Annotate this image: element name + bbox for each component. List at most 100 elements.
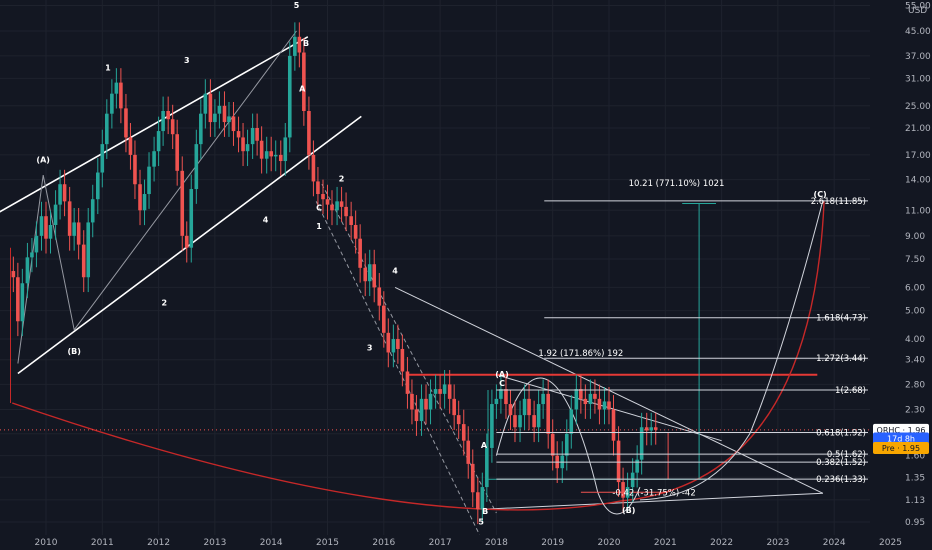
candle-body-57 xyxy=(278,154,283,162)
fib-label-3: 1(2.68) xyxy=(835,386,866,396)
wave-label-w_3a: 3 xyxy=(184,56,190,65)
grid xyxy=(0,0,891,535)
y-tick-label-14: 3.40 xyxy=(905,356,925,366)
candle-body-114 xyxy=(546,393,550,434)
badge-bg-b2 xyxy=(873,432,929,445)
candle-body-126 xyxy=(602,401,607,410)
candle-body-128 xyxy=(611,409,616,441)
candle-body-38 xyxy=(189,189,194,248)
candle-body-72 xyxy=(349,216,353,225)
candle-body-123 xyxy=(588,393,593,405)
candle-body-49 xyxy=(241,137,245,152)
wave-label-w_2a: 2 xyxy=(161,299,167,308)
candle-body-88 xyxy=(424,398,428,410)
candle-body-127 xyxy=(607,401,611,410)
candle-body-10 xyxy=(58,184,62,205)
x-tick-label-7: 2017 xyxy=(429,538,452,548)
drawing-overlays xyxy=(0,30,870,535)
candle-body-58 xyxy=(283,137,288,162)
wave-label-w_Cfut: (C) xyxy=(814,190,827,199)
badge-b2: 17d 8h xyxy=(887,435,915,444)
candle-body-136 xyxy=(649,427,654,431)
candle-body-118 xyxy=(564,433,569,456)
candle-body-64 xyxy=(311,154,316,182)
candle-body-105 xyxy=(504,389,508,405)
y-tick-label-9: 9.00 xyxy=(905,232,925,242)
red-arc xyxy=(11,201,825,511)
measure-m1: 10.21 (771.10%) 1021 xyxy=(629,179,725,189)
candle-body-51 xyxy=(250,127,255,145)
candle-body-100 xyxy=(480,487,485,510)
y-tick-label-12: 5.00 xyxy=(905,307,925,317)
fib-label-7: 0.236(1.33) xyxy=(816,475,866,485)
candle-body-74 xyxy=(358,238,362,268)
candle-body-22 xyxy=(114,82,119,94)
candle-body-0 xyxy=(11,271,16,278)
candle-body-90 xyxy=(433,389,438,394)
candle-body-45 xyxy=(222,105,227,123)
wave-label-w_Acap: (A) xyxy=(495,370,509,379)
candle-body-92 xyxy=(442,384,447,394)
candle-body-111 xyxy=(532,415,536,428)
candle-body-20 xyxy=(105,113,109,145)
candles xyxy=(11,22,658,525)
y-tick-label-21: 0.95 xyxy=(905,518,925,528)
currency-label: USD xyxy=(908,6,927,16)
wave-path-up xyxy=(17,30,297,364)
x-tick-label-0: 2010 xyxy=(35,538,58,548)
wave-label-w_Cc: C xyxy=(499,379,505,388)
candle-body-60 xyxy=(293,36,297,56)
candle-body-133 xyxy=(635,459,639,473)
candle-body-119 xyxy=(569,409,574,434)
candle-body-122 xyxy=(583,398,588,405)
price-axis[interactable]: 55.00 45.00 37.00 31.00 25.00 21.00 17.00 14.00… xyxy=(905,1,931,528)
y-tick-label-15: 2.80 xyxy=(905,380,925,390)
candle-body-71 xyxy=(344,206,348,217)
candle-body-35 xyxy=(175,134,179,171)
candle-body-7 xyxy=(44,216,48,239)
candle-body-48 xyxy=(236,131,241,138)
x-tick-label-14: 2024 xyxy=(823,538,846,548)
candle-body-5 xyxy=(34,235,39,253)
candle-body-97 xyxy=(466,440,471,464)
candle-body-32 xyxy=(161,111,165,132)
x-tick-label-10: 2020 xyxy=(598,538,621,548)
candle-body-33 xyxy=(166,111,170,120)
y-tick-label-16: 2.30 xyxy=(905,405,925,415)
candle-body-81 xyxy=(391,339,396,353)
candle-body-76 xyxy=(367,264,372,282)
candle-body-53 xyxy=(259,140,264,159)
candle-body-43 xyxy=(213,113,217,123)
y-tick-label-20: 1.13 xyxy=(905,496,925,506)
y-tick-label-4: 25.00 xyxy=(905,102,931,112)
badge-bg-b3 xyxy=(873,441,929,454)
candle-body-24 xyxy=(124,108,128,138)
candle-body-41 xyxy=(203,93,208,114)
wave-label-w_4b: 4 xyxy=(392,266,398,275)
candle-body-65 xyxy=(316,181,320,195)
candle-body-83 xyxy=(400,348,405,372)
wave-label-w_3b: 3 xyxy=(367,344,373,353)
fib-levels: 2.618(11.85) 1.618(4.73) 1.272(3.44) 1(2.68… xyxy=(496,197,868,485)
wave-label-w_5_top: 5 xyxy=(294,1,300,10)
y-tick-label-3: 31.00 xyxy=(905,74,931,84)
candle-body-4 xyxy=(30,252,34,258)
candle-body-59 xyxy=(287,55,292,138)
candle-body-36 xyxy=(180,170,185,236)
candle-body-25 xyxy=(128,137,133,155)
candle-body-40 xyxy=(199,113,203,145)
candle-body-23 xyxy=(119,82,123,109)
x-tick-label-5: 2015 xyxy=(316,538,339,548)
candle-body-14 xyxy=(76,222,81,245)
time-axis[interactable]: 2010 2011 2012 2013 2014 2015 2016 2017 2018 2019… xyxy=(35,538,902,548)
candle-body-129 xyxy=(616,440,621,483)
candle-body-21 xyxy=(110,93,114,114)
candle-body-2 xyxy=(20,283,25,322)
candle-body-93 xyxy=(447,384,452,399)
y-tick-label-5: 21.00 xyxy=(905,124,931,134)
y-tick-label-11: 6.00 xyxy=(905,283,925,293)
wave-label-w_A_top: A xyxy=(299,84,306,93)
candle-body-99 xyxy=(476,492,480,510)
channel-upper xyxy=(0,36,309,213)
